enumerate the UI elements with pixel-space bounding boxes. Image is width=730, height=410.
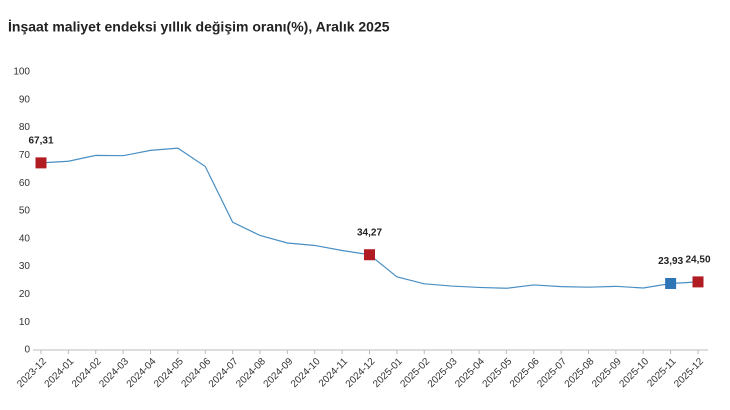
- y-tick-label: 60: [19, 178, 31, 189]
- y-tick-label: 30: [19, 261, 31, 272]
- x-tick-label: 2024-10: [289, 356, 323, 390]
- y-tick-label: 50: [19, 206, 31, 217]
- chart-title: İnşaat maliyet endeksi yıllık değişim or…: [8, 19, 390, 35]
- marker: [692, 276, 704, 288]
- y-tick-label: 40: [19, 233, 31, 244]
- y-tick-label: 100: [13, 67, 30, 78]
- value-label: 24,50: [685, 255, 710, 266]
- marker: [35, 157, 47, 169]
- value-label: 23,93: [658, 256, 683, 267]
- x-tick-label: 2025-10: [618, 356, 652, 390]
- y-tick-label: 90: [19, 94, 31, 105]
- y-tick-label: 10: [19, 317, 31, 328]
- y-tick-label: 20: [19, 289, 31, 300]
- value-label: 34,27: [357, 227, 382, 238]
- line: [40, 147, 699, 289]
- value-label: 67,31: [28, 136, 53, 147]
- y-tick-label: 70: [19, 150, 31, 161]
- marker: [665, 277, 677, 289]
- marker: [364, 249, 375, 261]
- y-tick-label: 0: [24, 345, 30, 356]
- y-tick-label: 80: [19, 122, 31, 133]
- x-tick-label: 2025-12: [672, 356, 706, 390]
